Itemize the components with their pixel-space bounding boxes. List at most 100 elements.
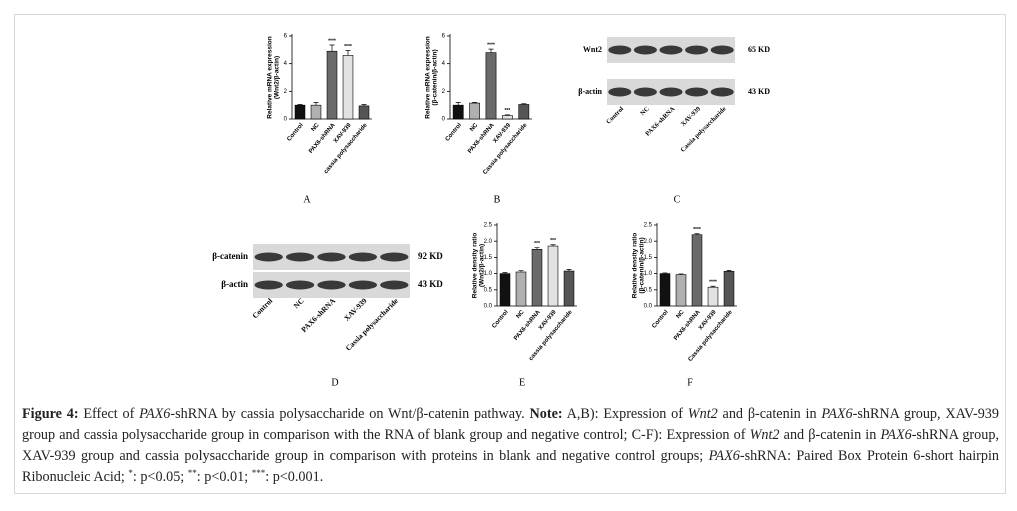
significance: **** bbox=[328, 38, 336, 44]
bar bbox=[485, 52, 497, 120]
error-bar bbox=[678, 273, 684, 275]
y-tick-label: 6 bbox=[284, 34, 288, 40]
caption-text: : p<0.05; bbox=[132, 469, 188, 485]
caption-text: PAX6 bbox=[708, 448, 740, 464]
significance: **** bbox=[693, 227, 701, 233]
caption-text: -shRNA: Paired Box Protein 6-short hairp… bbox=[22, 448, 999, 485]
caption-text: Wnt2 bbox=[687, 406, 718, 422]
error-bar bbox=[710, 285, 716, 288]
y-tick-label: 6 bbox=[442, 34, 446, 40]
caption-text: Wnt2 bbox=[749, 427, 780, 443]
blot-band bbox=[254, 280, 283, 290]
error-bar bbox=[534, 247, 540, 250]
y-tick-label: 0.0 bbox=[484, 304, 493, 310]
blot-band bbox=[608, 87, 632, 97]
panel-label: E bbox=[519, 377, 525, 388]
error-bar bbox=[521, 103, 527, 105]
y-tick-label: 0.5 bbox=[484, 287, 493, 293]
blot-band bbox=[659, 45, 683, 55]
y-tick-label: 2.5 bbox=[484, 223, 493, 229]
error-bar bbox=[726, 270, 732, 272]
x-tick-label: NC bbox=[311, 122, 322, 133]
y-tick-label: 4 bbox=[442, 61, 446, 67]
y-axis-label: Relative density ratio bbox=[472, 233, 479, 298]
band-size: 43 KD bbox=[418, 279, 443, 289]
band-size: 92 KD bbox=[418, 251, 443, 261]
x-tick-label: Control bbox=[445, 122, 464, 142]
significance: *** bbox=[504, 108, 510, 114]
significance: **** bbox=[487, 42, 495, 48]
error-bar bbox=[313, 102, 319, 106]
lane-label: XAV-939 bbox=[680, 105, 703, 128]
panel-label: D bbox=[331, 377, 338, 388]
lane-label: NC bbox=[639, 105, 651, 117]
y-axis-label: Relative mRNA expression bbox=[267, 36, 274, 119]
error-bar bbox=[455, 102, 461, 106]
figure-frame bbox=[14, 14, 1006, 494]
y-tick-label: 0 bbox=[284, 117, 288, 123]
error-bar bbox=[297, 104, 303, 106]
blot-band bbox=[348, 280, 378, 290]
y-tick-label: 0 bbox=[442, 117, 446, 123]
panel-label: A bbox=[303, 194, 311, 205]
bar bbox=[469, 102, 480, 120]
bar bbox=[707, 286, 719, 307]
band-size: 43 KD bbox=[748, 87, 770, 96]
y-tick-label: 2 bbox=[284, 89, 288, 95]
panel-label: F bbox=[687, 377, 693, 388]
y-tick-label: 1.0 bbox=[484, 271, 493, 277]
lane-label: PAX6-shRNA bbox=[299, 296, 337, 334]
panel-label: C bbox=[674, 194, 681, 205]
bar bbox=[452, 104, 464, 120]
lane-label: XAV-939 bbox=[342, 296, 369, 323]
lane-label: Control bbox=[605, 105, 625, 125]
band-label: β-catenin bbox=[212, 251, 248, 261]
y-axis-label: Relative density ratio bbox=[632, 233, 639, 298]
y-axis-label: (Wnt2/β-actin) bbox=[274, 56, 281, 99]
figure: 0 2 4 6 Relative mRNA expression (Wnt2/β-acti… bbox=[212, 34, 770, 389]
blot-band bbox=[285, 252, 315, 262]
blot-band bbox=[254, 252, 283, 262]
caption-text: * bbox=[128, 468, 133, 478]
caption-text: : p<0.01; bbox=[196, 469, 252, 485]
bar bbox=[518, 104, 530, 120]
caption-text: Note: bbox=[529, 406, 563, 422]
error-bar bbox=[345, 50, 351, 56]
x-tick-label: Control bbox=[651, 309, 670, 329]
caption-text: and β-catenin in bbox=[779, 427, 881, 443]
y-tick-label: 0.5 bbox=[644, 287, 653, 293]
blot-band bbox=[710, 45, 734, 55]
blot-band bbox=[633, 45, 657, 55]
error-bar bbox=[472, 102, 478, 104]
band-size: 65 KD bbox=[748, 45, 770, 54]
error-bar bbox=[662, 272, 668, 274]
error-bar bbox=[518, 270, 524, 272]
bar bbox=[515, 271, 527, 307]
y-tick-label: 0.0 bbox=[644, 304, 653, 310]
y-tick-label: 1.0 bbox=[644, 271, 653, 277]
bar bbox=[342, 55, 354, 120]
caption: Figure 4: Effect of PAX6-shRNA by cassia… bbox=[22, 404, 999, 488]
lane-label: Control bbox=[250, 296, 274, 320]
caption-text: PAX6 bbox=[880, 427, 912, 443]
blot-band bbox=[317, 252, 346, 262]
blot-band bbox=[659, 87, 683, 97]
blot-band bbox=[608, 45, 632, 55]
bar bbox=[294, 104, 306, 120]
y-tick-label: 2 bbox=[442, 89, 446, 95]
significance: **** bbox=[344, 44, 352, 50]
bar bbox=[499, 273, 511, 307]
blot-band bbox=[317, 280, 346, 290]
caption-text: and β-catenin in bbox=[717, 406, 822, 422]
caption-text: PAX6 bbox=[821, 406, 853, 422]
bar bbox=[675, 274, 687, 307]
significance: *** bbox=[534, 241, 540, 247]
blot-band bbox=[633, 87, 657, 97]
blot-band bbox=[380, 252, 409, 262]
error-bar bbox=[361, 104, 367, 106]
lane-label: NC bbox=[292, 296, 306, 310]
caption-text: *** bbox=[251, 468, 266, 478]
caption-text: -shRNA group, XAV-939 group and cassia p… bbox=[22, 406, 999, 443]
y-axis-label: (β-catenin/β-actin) bbox=[639, 237, 646, 293]
